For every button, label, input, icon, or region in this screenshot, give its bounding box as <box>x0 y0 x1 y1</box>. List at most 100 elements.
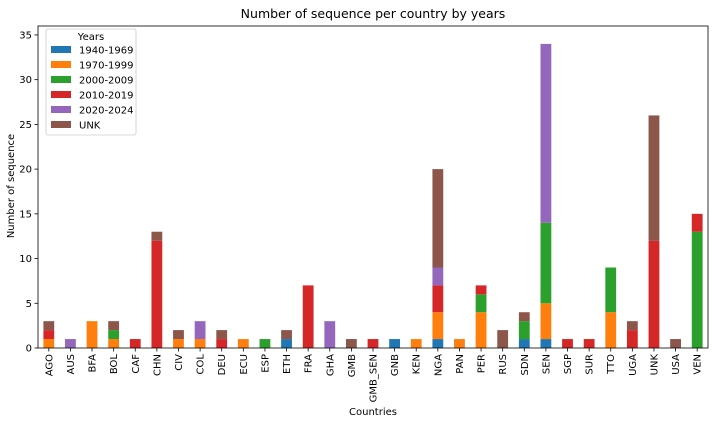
x-tick-label: GMB <box>347 354 358 377</box>
bar-segment <box>691 231 703 348</box>
x-tick-label: COL <box>196 354 207 375</box>
bar-segment <box>108 339 120 348</box>
y-tick-label: 15 <box>19 209 32 220</box>
legend-swatch <box>51 46 71 53</box>
legend-label: 1940-1969 <box>79 46 134 57</box>
x-tick-label: PER <box>477 354 488 373</box>
bar-segment <box>432 169 444 268</box>
bar-segment <box>43 339 55 348</box>
bar-segment <box>65 339 76 348</box>
x-tick-label: VEN <box>693 354 704 375</box>
x-tick-label: TTO <box>606 354 617 375</box>
bar-segment <box>410 339 422 348</box>
bar-segment <box>259 339 271 348</box>
legend-label: 1970-1999 <box>79 61 134 72</box>
legend-title: Years <box>77 32 104 43</box>
x-tick-label: NGA <box>433 354 444 376</box>
bar-segment <box>367 339 379 348</box>
bar-segment <box>108 330 120 340</box>
bar-segment <box>605 267 617 313</box>
bar-segment <box>432 339 444 348</box>
x-tick-label: GNB <box>390 354 401 376</box>
legend-swatch <box>51 61 71 68</box>
bar-segment <box>302 285 314 348</box>
bar-segment <box>648 240 660 348</box>
bar-segment <box>497 330 509 348</box>
legend-label: 2000-2009 <box>79 76 134 87</box>
bar-segment <box>237 339 249 348</box>
x-tick-label: FRA <box>304 354 315 373</box>
legend-label: UNK <box>79 121 101 132</box>
x-tick-label: ECU <box>239 354 250 375</box>
x-tick-label: UGA <box>628 354 639 376</box>
bar-segment <box>432 312 444 340</box>
x-tick-label: CAF <box>131 354 142 374</box>
bar-segment <box>345 339 357 348</box>
x-tick-label: ETH <box>282 354 293 374</box>
bar-segment <box>691 213 703 232</box>
bar-segment <box>432 285 444 313</box>
bar-segment <box>151 231 163 241</box>
x-tick-label: AUS <box>66 354 77 375</box>
y-tick-label: 20 <box>19 165 32 176</box>
x-tick-label: CIV <box>174 354 185 371</box>
x-tick-label: SDN <box>520 354 531 376</box>
bar-segment <box>454 339 465 348</box>
bar-segment <box>129 339 141 348</box>
bar-segment <box>86 321 98 348</box>
x-tick-label: GHA <box>325 354 336 376</box>
x-tick-label: RUS <box>498 354 509 375</box>
axes-group: 0 5 10 15 20 25 30 35 AGO AUS BFA BOL CAF CHN CIV COL DE… <box>19 25 709 402</box>
x-tick-label: SUR <box>585 354 596 375</box>
legend-swatch <box>51 76 71 83</box>
y-tick-label: 5 <box>26 299 32 310</box>
bar-segment <box>648 115 660 241</box>
x-tick-label: PAN <box>455 354 466 374</box>
legend-swatch <box>51 91 71 98</box>
x-tick-label: SGP <box>563 354 574 374</box>
bar-segment <box>540 222 552 304</box>
y-tick-label: 25 <box>19 120 32 131</box>
bar-segment <box>43 321 55 331</box>
x-tick-label: BOL <box>109 354 120 375</box>
x-tick-label: KEN <box>412 354 423 374</box>
bar-segment <box>670 339 681 348</box>
x-tick-label: AGO <box>44 354 55 376</box>
bar-segment <box>540 43 552 223</box>
bar-segment <box>194 339 206 348</box>
bar-segment <box>540 339 552 348</box>
legend-label: 2020-2024 <box>79 106 134 117</box>
bar-segment <box>518 339 530 348</box>
bar-segment <box>216 330 228 340</box>
bar-segment <box>324 321 336 348</box>
x-tick-label: BFA <box>88 354 99 373</box>
bar-segment <box>562 339 573 348</box>
bar-segment <box>108 321 120 331</box>
y-tick-label: 30 <box>19 75 32 86</box>
bar-segment <box>626 321 638 331</box>
legend-label: 2010-2019 <box>79 91 134 102</box>
bar-segment <box>518 321 530 340</box>
x-tick-label: USA <box>671 354 682 375</box>
legend: Years 1940-1969 1970-1999 2000-2009 2010-201… <box>45 28 137 136</box>
x-tick-label: GMB_SEN <box>369 354 380 402</box>
y-tick-label: 10 <box>19 254 32 265</box>
x-tick-label: SEN <box>541 354 552 374</box>
bar-segment <box>389 339 401 348</box>
y-tick-label: 0 <box>26 344 32 355</box>
bar-segment <box>475 285 487 295</box>
x-tick-label: DEU <box>217 354 228 375</box>
x-axis-label: Countries <box>349 407 397 418</box>
bar-segment <box>281 339 292 348</box>
bar-segment <box>432 267 444 286</box>
bar-segment <box>583 339 595 348</box>
bar-segment <box>43 330 55 340</box>
bar-segment <box>216 339 228 348</box>
x-tick-label: ESP <box>260 354 271 373</box>
bar-segment <box>605 312 617 348</box>
x-tick-label: CHN <box>152 354 163 376</box>
bar-segment <box>194 321 206 340</box>
bars-group <box>43 43 703 348</box>
